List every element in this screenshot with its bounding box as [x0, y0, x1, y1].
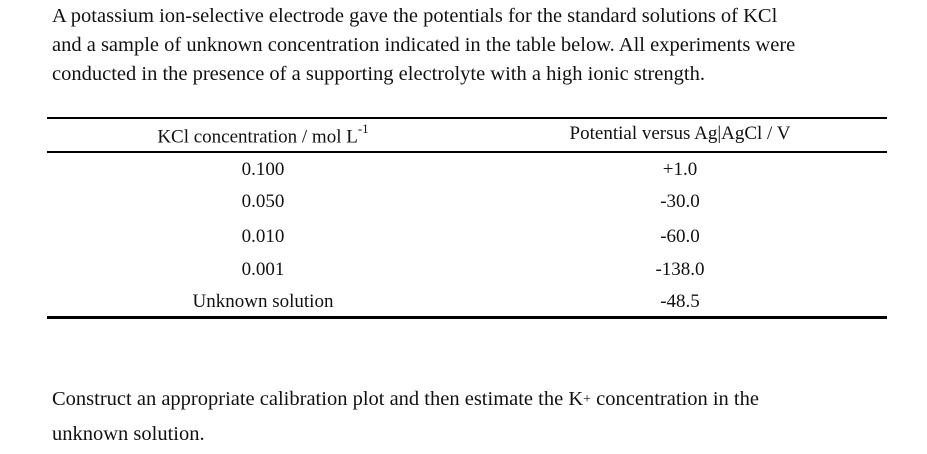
- question-line-1: Construct an appropriate calibration plo…: [52, 388, 759, 410]
- row-4-potential: -138.0: [655, 259, 705, 280]
- question-line-2: unknown solution.: [52, 423, 205, 445]
- intro-line-1: A potassium ion-selective electrode gave…: [52, 5, 778, 27]
- row-4-concentration: 0.001: [241, 259, 285, 280]
- table-header-rule: [47, 151, 887, 153]
- row-5-potential: -48.5: [660, 291, 700, 312]
- header-potential: Potential versus Ag|AgCl / V: [569, 123, 791, 144]
- row-1-concentration: 0.100: [241, 159, 285, 180]
- header-concentration: KCl concentration / mol L-1: [157, 121, 369, 148]
- row-5-concentration: Unknown solution: [192, 291, 334, 312]
- question-paragraph: Construct an appropriate calibration plo…: [52, 383, 912, 450]
- table-top-rule: [47, 117, 887, 119]
- row-3-concentration: 0.010: [241, 226, 285, 247]
- row-1-potential: +1.0: [662, 159, 698, 180]
- row-3-potential: -60.0: [660, 226, 700, 247]
- intro-line-3: conducted in the presence of a supportin…: [52, 63, 705, 85]
- table-bottom-rule: [47, 316, 887, 319]
- row-2-concentration: 0.050: [241, 191, 285, 212]
- row-2-potential: -30.0: [660, 191, 700, 212]
- intro-paragraph: A potassium ion-selective electrode gave…: [52, 2, 912, 89]
- intro-line-2: and a sample of unknown concentration in…: [52, 34, 796, 56]
